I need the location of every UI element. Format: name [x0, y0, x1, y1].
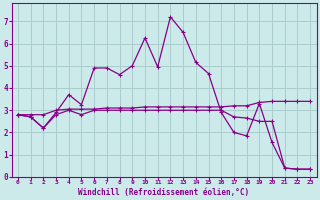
- X-axis label: Windchill (Refroidissement éolien,°C): Windchill (Refroidissement éolien,°C): [78, 188, 250, 197]
